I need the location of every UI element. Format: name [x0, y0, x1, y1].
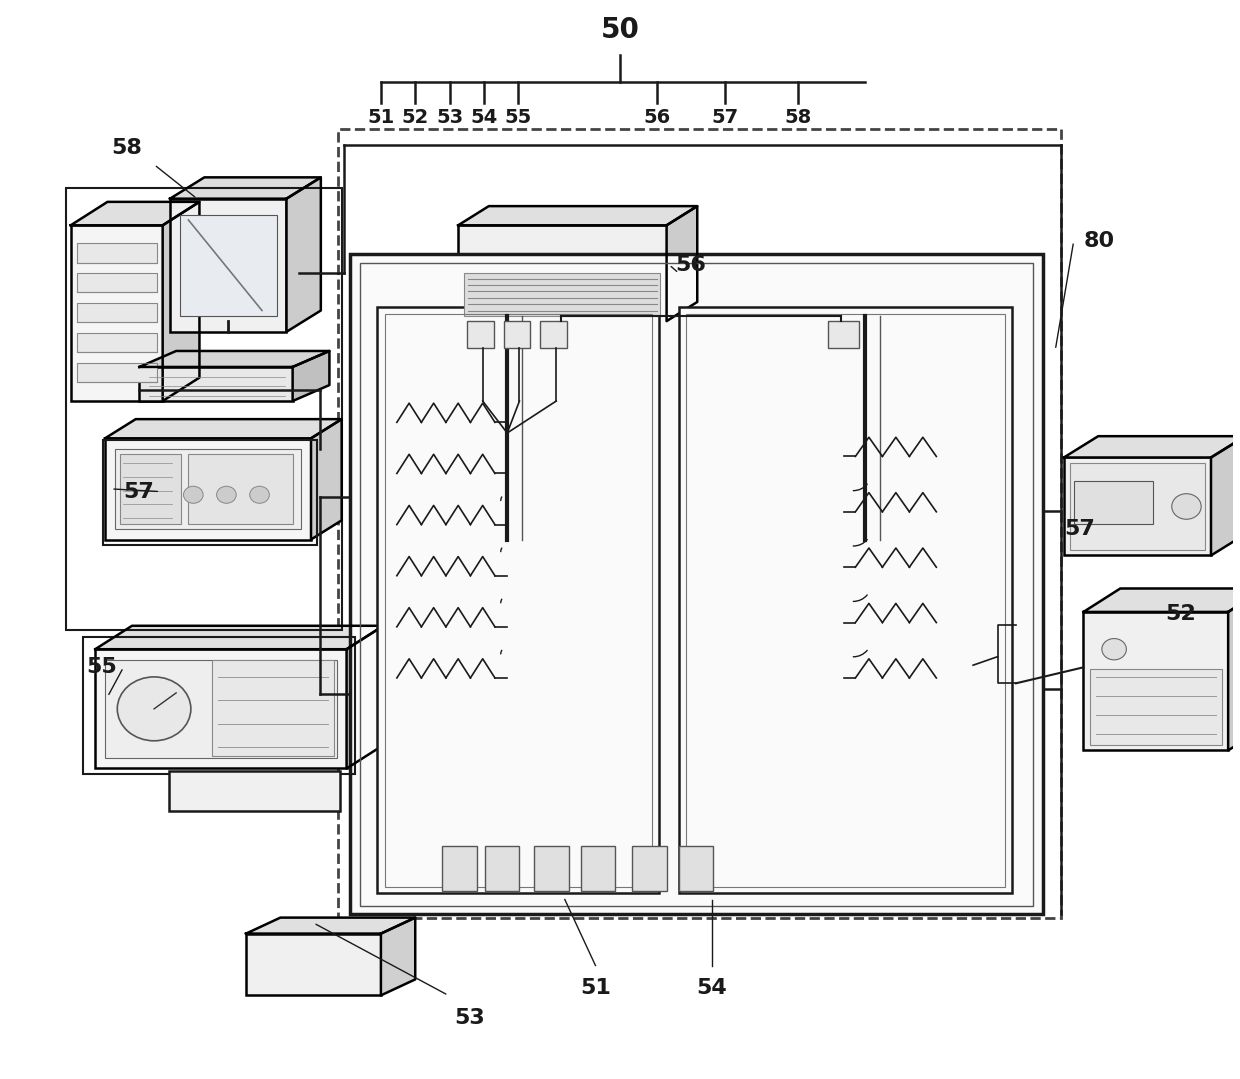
Text: 80: 80 [1084, 231, 1115, 251]
Bar [169, 770, 341, 811]
Bar [1084, 612, 1228, 750]
Bar [360, 262, 1033, 906]
Bar [464, 273, 661, 316]
Bar [384, 314, 652, 887]
Polygon shape [95, 626, 383, 650]
Polygon shape [246, 917, 415, 933]
Bar [212, 660, 335, 755]
Bar [632, 846, 667, 891]
Text: 52: 52 [1166, 604, 1197, 624]
Bar [115, 449, 301, 529]
Polygon shape [1211, 436, 1240, 556]
Polygon shape [71, 202, 200, 226]
Polygon shape [311, 419, 342, 540]
Bar [534, 846, 568, 891]
Polygon shape [139, 351, 330, 367]
Bar [485, 846, 520, 891]
Bar [443, 846, 476, 891]
Bar [1090, 669, 1223, 746]
Polygon shape [162, 202, 200, 401]
Bar [466, 322, 494, 347]
Bar [188, 454, 293, 523]
Circle shape [118, 677, 191, 741]
Bar [541, 322, 567, 347]
Bar [678, 846, 713, 891]
Polygon shape [105, 419, 342, 438]
Circle shape [217, 487, 237, 503]
Polygon shape [170, 177, 321, 199]
Circle shape [249, 487, 269, 503]
Bar [95, 650, 346, 768]
Bar [120, 454, 181, 523]
Bar [83, 638, 355, 774]
Text: 50: 50 [600, 16, 640, 44]
Text: 58: 58 [112, 138, 143, 159]
Circle shape [184, 487, 203, 503]
Text: 56: 56 [644, 108, 671, 127]
Polygon shape [1064, 436, 1240, 457]
Bar [170, 199, 286, 332]
Bar [105, 438, 311, 540]
Bar [1070, 463, 1205, 550]
Bar [103, 440, 317, 545]
Bar [77, 303, 156, 323]
Text: 57: 57 [123, 481, 154, 502]
Text: 53: 53 [455, 1008, 485, 1028]
Text: 51: 51 [367, 108, 394, 127]
Polygon shape [286, 177, 321, 332]
Text: 55: 55 [505, 108, 532, 127]
Bar [77, 273, 156, 292]
Text: 57: 57 [1064, 519, 1095, 538]
Bar [503, 322, 531, 347]
Text: 54: 54 [697, 979, 728, 998]
Bar [180, 215, 277, 316]
Text: 56: 56 [675, 255, 706, 275]
Bar [458, 226, 667, 322]
Bar [580, 846, 615, 891]
Bar [828, 322, 859, 347]
Text: 54: 54 [470, 108, 497, 127]
Bar [1074, 481, 1153, 523]
Circle shape [1172, 494, 1202, 519]
Bar [686, 314, 1004, 887]
Bar [678, 308, 1012, 893]
Polygon shape [1084, 588, 1240, 612]
Circle shape [1102, 639, 1126, 660]
Bar [77, 332, 156, 352]
Text: 53: 53 [436, 108, 463, 127]
Bar [350, 254, 1043, 914]
Bar [105, 660, 337, 757]
Bar [339, 129, 1061, 917]
Bar [71, 226, 162, 401]
Bar [1064, 457, 1211, 556]
Text: 55: 55 [87, 657, 118, 678]
Text: 51: 51 [580, 979, 611, 998]
Polygon shape [1228, 588, 1240, 750]
Polygon shape [667, 206, 697, 322]
Bar [246, 933, 381, 995]
Text: 52: 52 [402, 108, 429, 127]
Polygon shape [381, 917, 415, 995]
Polygon shape [293, 351, 330, 401]
Polygon shape [458, 206, 697, 226]
Text: 58: 58 [784, 108, 811, 127]
Polygon shape [346, 626, 383, 768]
Bar [77, 363, 156, 382]
Bar [377, 308, 660, 893]
Bar [77, 244, 156, 262]
Text: 57: 57 [712, 108, 739, 127]
Bar [66, 188, 342, 630]
Bar [139, 367, 293, 401]
